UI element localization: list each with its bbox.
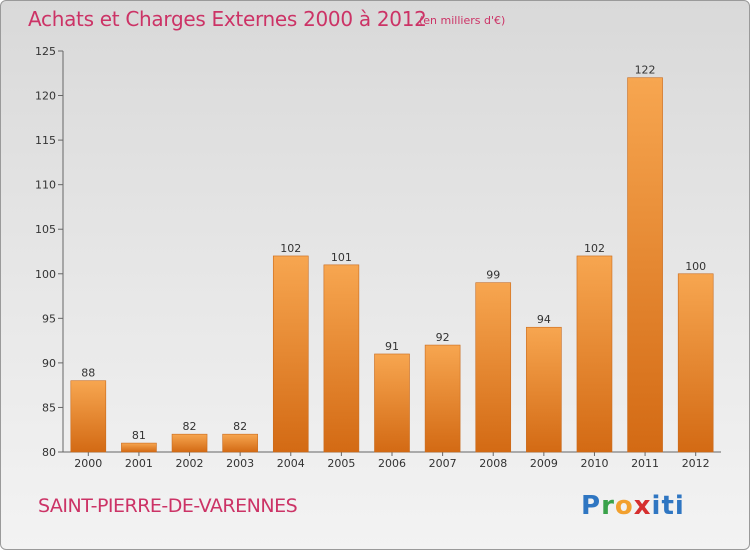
x-tick-label: 2000: [74, 457, 102, 470]
y-tick-label: 115: [35, 134, 56, 147]
bar-2006: [374, 353, 410, 453]
x-tick-label: 2005: [327, 457, 355, 470]
bar-2009: [526, 326, 562, 453]
y-tick-label: 85: [42, 401, 56, 414]
y-tick-label: 125: [35, 45, 56, 58]
bar-2008: [475, 282, 512, 453]
x-tick-label: 2007: [429, 457, 457, 470]
chart-title: Achats et Charges Externes 2000 à 2012: [28, 7, 427, 31]
x-tick-label: 2004: [277, 457, 305, 470]
x-tick-label: 2002: [176, 457, 204, 470]
y-tick-label: 90: [42, 357, 56, 370]
x-tick-label: 2009: [530, 457, 558, 470]
x-tick-label: 2010: [580, 457, 608, 470]
bar-2002: [171, 433, 208, 453]
y-tick-label: 110: [35, 179, 56, 192]
chart-subtitle: (en milliers d'€): [419, 14, 506, 27]
bar-2000: [70, 380, 107, 453]
bar-value-label: 91: [385, 340, 399, 353]
bar-value-label: 88: [81, 367, 95, 380]
proxiti-logo: Proxiti: [581, 491, 685, 521]
x-tick-label: 2006: [378, 457, 406, 470]
bar-value-label: 122: [635, 64, 656, 77]
bar-value-label: 102: [280, 242, 301, 255]
bar-2011: [627, 77, 663, 453]
y-tick-label: 105: [35, 223, 56, 236]
x-tick-label: 2012: [682, 457, 710, 470]
bar-2010: [576, 255, 613, 453]
bar-2001: [121, 442, 157, 453]
bar-value-label: 102: [584, 242, 605, 255]
y-tick-label: 95: [42, 312, 56, 325]
bar-2003: [222, 433, 258, 453]
x-tick-label: 2003: [226, 457, 254, 470]
x-tick-label: 2008: [479, 457, 507, 470]
x-tick-label: 2011: [631, 457, 659, 470]
bar-2004: [272, 255, 309, 453]
bar-value-label: 82: [183, 420, 197, 433]
y-tick-label: 80: [42, 446, 56, 459]
bar-2005: [323, 264, 360, 453]
bar-value-label: 81: [132, 429, 146, 442]
y-tick-label: 120: [35, 90, 56, 103]
commune-name: SAINT-PIERRE-DE-VARENNES: [38, 495, 298, 517]
bar-value-label: 92: [436, 331, 450, 344]
bar-value-label: 94: [537, 313, 551, 326]
bar-2007: [424, 344, 461, 453]
x-tick-label: 2001: [125, 457, 153, 470]
bar-value-label: 82: [233, 420, 247, 433]
bar-value-label: 99: [486, 269, 500, 282]
y-tick-label: 100: [35, 268, 56, 281]
bar-value-label: 101: [331, 251, 352, 264]
bar-2012: [677, 273, 714, 453]
bar-value-label: 100: [685, 260, 706, 273]
